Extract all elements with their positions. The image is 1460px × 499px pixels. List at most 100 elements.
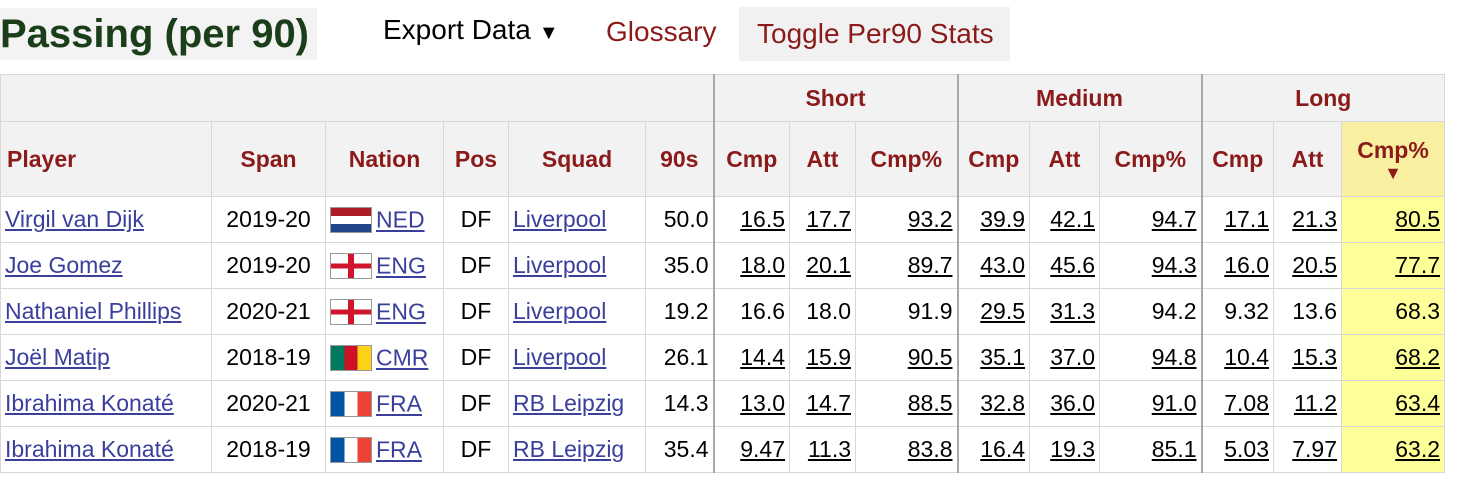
glossary-link[interactable]: Glossary bbox=[606, 16, 717, 47]
short-cmp-pct-cell[interactable]: 91.9 bbox=[855, 288, 958, 335]
squad-link[interactable]: Liverpool bbox=[508, 288, 646, 335]
long-cmp-pct-cell[interactable]: 68.3 bbox=[1341, 288, 1445, 335]
s_att-value: 17.7 bbox=[806, 206, 851, 232]
medium-cmp-cell[interactable]: 35.1 bbox=[956, 334, 1030, 381]
nation-cell[interactable]: NED bbox=[325, 196, 444, 243]
nation-cell[interactable]: FRA bbox=[325, 426, 444, 473]
player-link[interactable]: Ibrahima Konaté bbox=[0, 380, 212, 427]
col-span[interactable]: Span bbox=[211, 121, 326, 197]
medium-att-cell[interactable]: 37.0 bbox=[1029, 334, 1100, 381]
player-link[interactable]: Nathaniel Phillips bbox=[0, 288, 212, 335]
pos-cell: DF bbox=[443, 380, 509, 427]
col-short-att[interactable]: Att bbox=[789, 121, 856, 197]
short-cmp-cell[interactable]: 16.6 bbox=[712, 288, 790, 335]
short-cmp-cell[interactable]: 14.4 bbox=[712, 334, 790, 381]
player-link[interactable]: Virgil van Dijk bbox=[0, 196, 212, 243]
medium-cmp-cell[interactable]: 43.0 bbox=[956, 242, 1030, 289]
long-cmp-cell[interactable]: 17.1 bbox=[1200, 196, 1274, 243]
nineties-value: 26.1 bbox=[663, 344, 709, 370]
short-att-cell[interactable]: 15.9 bbox=[789, 334, 856, 381]
toggle-per90-button[interactable]: Toggle Per90 Stats bbox=[739, 7, 1010, 61]
medium-att-cell[interactable]: 42.1 bbox=[1029, 196, 1100, 243]
medium-att-cell[interactable]: 31.3 bbox=[1029, 288, 1100, 335]
short-cmp-cell[interactable]: 9.47 bbox=[712, 426, 790, 473]
s_cmp-value: 9.47 bbox=[740, 436, 785, 462]
squad-link[interactable]: RB Leipzig bbox=[508, 380, 646, 427]
short-att-cell[interactable]: 14.7 bbox=[789, 380, 856, 427]
short-att-cell[interactable]: 17.7 bbox=[789, 196, 856, 243]
long-cmp-cell[interactable]: 9.32 bbox=[1200, 288, 1274, 335]
pos-value: DF bbox=[460, 390, 492, 416]
squad-link[interactable]: Liverpool bbox=[508, 242, 646, 289]
col-medium-att[interactable]: Att bbox=[1029, 121, 1100, 197]
long-att-cell[interactable]: 13.6 bbox=[1273, 288, 1342, 335]
export-data-button[interactable]: Export Data ▼ bbox=[383, 14, 559, 46]
col-long-att[interactable]: Att bbox=[1273, 121, 1342, 197]
nineties-cell: 26.1 bbox=[645, 334, 714, 381]
short-cmp-pct-cell[interactable]: 89.7 bbox=[855, 242, 958, 289]
long-cmp-pct-cell[interactable]: 80.5 bbox=[1341, 196, 1445, 243]
player-link[interactable]: Ibrahima Konaté bbox=[0, 426, 212, 473]
col-pos[interactable]: Pos bbox=[443, 121, 509, 197]
medium-cmp-pct-cell[interactable]: 85.1 bbox=[1099, 426, 1202, 473]
nation-cell[interactable]: CMR bbox=[325, 334, 444, 381]
long-att-cell[interactable]: 7.97 bbox=[1273, 426, 1342, 473]
col-medium-cmp[interactable]: Cmp bbox=[956, 121, 1030, 197]
short-att-cell[interactable]: 11.3 bbox=[789, 426, 856, 473]
col-medium-cmp-pct[interactable]: Cmp% bbox=[1099, 121, 1202, 197]
col-squad[interactable]: Squad bbox=[508, 121, 646, 197]
squad-link[interactable]: Liverpool bbox=[508, 196, 646, 243]
long-att-cell[interactable]: 20.5 bbox=[1273, 242, 1342, 289]
long-cmp-cell[interactable]: 7.08 bbox=[1200, 380, 1274, 427]
long-att-cell[interactable]: 11.2 bbox=[1273, 380, 1342, 427]
col-short-cmp[interactable]: Cmp bbox=[712, 121, 790, 197]
squad-link[interactable]: Liverpool bbox=[508, 334, 646, 381]
col-player[interactable]: Player bbox=[0, 121, 212, 197]
nation-cell[interactable]: ENG bbox=[325, 242, 444, 289]
short-cmp-pct-cell[interactable]: 88.5 bbox=[855, 380, 958, 427]
nation-cell[interactable]: ENG bbox=[325, 288, 444, 335]
medium-cmp-cell[interactable]: 32.8 bbox=[956, 380, 1030, 427]
short-att-cell[interactable]: 18.0 bbox=[789, 288, 856, 335]
long-att-cell[interactable]: 15.3 bbox=[1273, 334, 1342, 381]
nation-cell[interactable]: FRA bbox=[325, 380, 444, 427]
medium-cmp-pct-cell[interactable]: 94.7 bbox=[1099, 196, 1202, 243]
medium-cmp-pct-cell[interactable]: 94.2 bbox=[1099, 288, 1202, 335]
player-link[interactable]: Joe Gomez bbox=[0, 242, 212, 289]
short-cmp-cell[interactable]: 13.0 bbox=[712, 380, 790, 427]
squad-link[interactable]: RB Leipzig bbox=[508, 426, 646, 473]
long-att-cell[interactable]: 21.3 bbox=[1273, 196, 1342, 243]
player-link[interactable]: Joël Matip bbox=[0, 334, 212, 381]
span-cell: 2020-21 bbox=[211, 288, 326, 335]
col-90s[interactable]: 90s bbox=[645, 121, 714, 197]
span-value: 2019-20 bbox=[226, 206, 311, 232]
short-cmp-pct-cell[interactable]: 83.8 bbox=[855, 426, 958, 473]
col-nation[interactable]: Nation bbox=[325, 121, 444, 197]
long-cmp-cell[interactable]: 16.0 bbox=[1200, 242, 1274, 289]
short-cmp-cell[interactable]: 18.0 bbox=[712, 242, 790, 289]
long-cmp-cell[interactable]: 10.4 bbox=[1200, 334, 1274, 381]
short-att-cell[interactable]: 20.1 bbox=[789, 242, 856, 289]
span-cell: 2020-21 bbox=[211, 380, 326, 427]
col-short-cmp-pct[interactable]: Cmp% bbox=[855, 121, 958, 197]
medium-cmp-pct-cell[interactable]: 91.0 bbox=[1099, 380, 1202, 427]
medium-cmp-pct-cell[interactable]: 94.8 bbox=[1099, 334, 1202, 381]
short-cmp-cell[interactable]: 16.5 bbox=[712, 196, 790, 243]
medium-att-cell[interactable]: 36.0 bbox=[1029, 380, 1100, 427]
medium-att-cell[interactable]: 19.3 bbox=[1029, 426, 1100, 473]
col-long-cmp[interactable]: Cmp bbox=[1200, 121, 1274, 197]
short-cmp-pct-cell[interactable]: 90.5 bbox=[855, 334, 958, 381]
medium-cmp-pct-cell[interactable]: 94.3 bbox=[1099, 242, 1202, 289]
long-cmp-pct-cell[interactable]: 63.4 bbox=[1341, 380, 1445, 427]
long-cmp-pct-cell[interactable]: 68.2 bbox=[1341, 334, 1445, 381]
long-cmp-pct-cell[interactable]: 77.7 bbox=[1341, 242, 1445, 289]
medium-cmp-cell[interactable]: 16.4 bbox=[956, 426, 1030, 473]
long-cmp-pct-cell[interactable]: 63.2 bbox=[1341, 426, 1445, 473]
short-cmp-pct-cell[interactable]: 93.2 bbox=[855, 196, 958, 243]
col-long-cmp-pct[interactable]: Cmp% ▼ bbox=[1341, 121, 1445, 197]
medium-att-cell[interactable]: 45.6 bbox=[1029, 242, 1100, 289]
column-header-row: Player Span Nation Pos Squad 90s Cmp Att… bbox=[0, 121, 1445, 197]
long-cmp-cell[interactable]: 5.03 bbox=[1200, 426, 1274, 473]
medium-cmp-cell[interactable]: 39.9 bbox=[956, 196, 1030, 243]
medium-cmp-cell[interactable]: 29.5 bbox=[956, 288, 1030, 335]
